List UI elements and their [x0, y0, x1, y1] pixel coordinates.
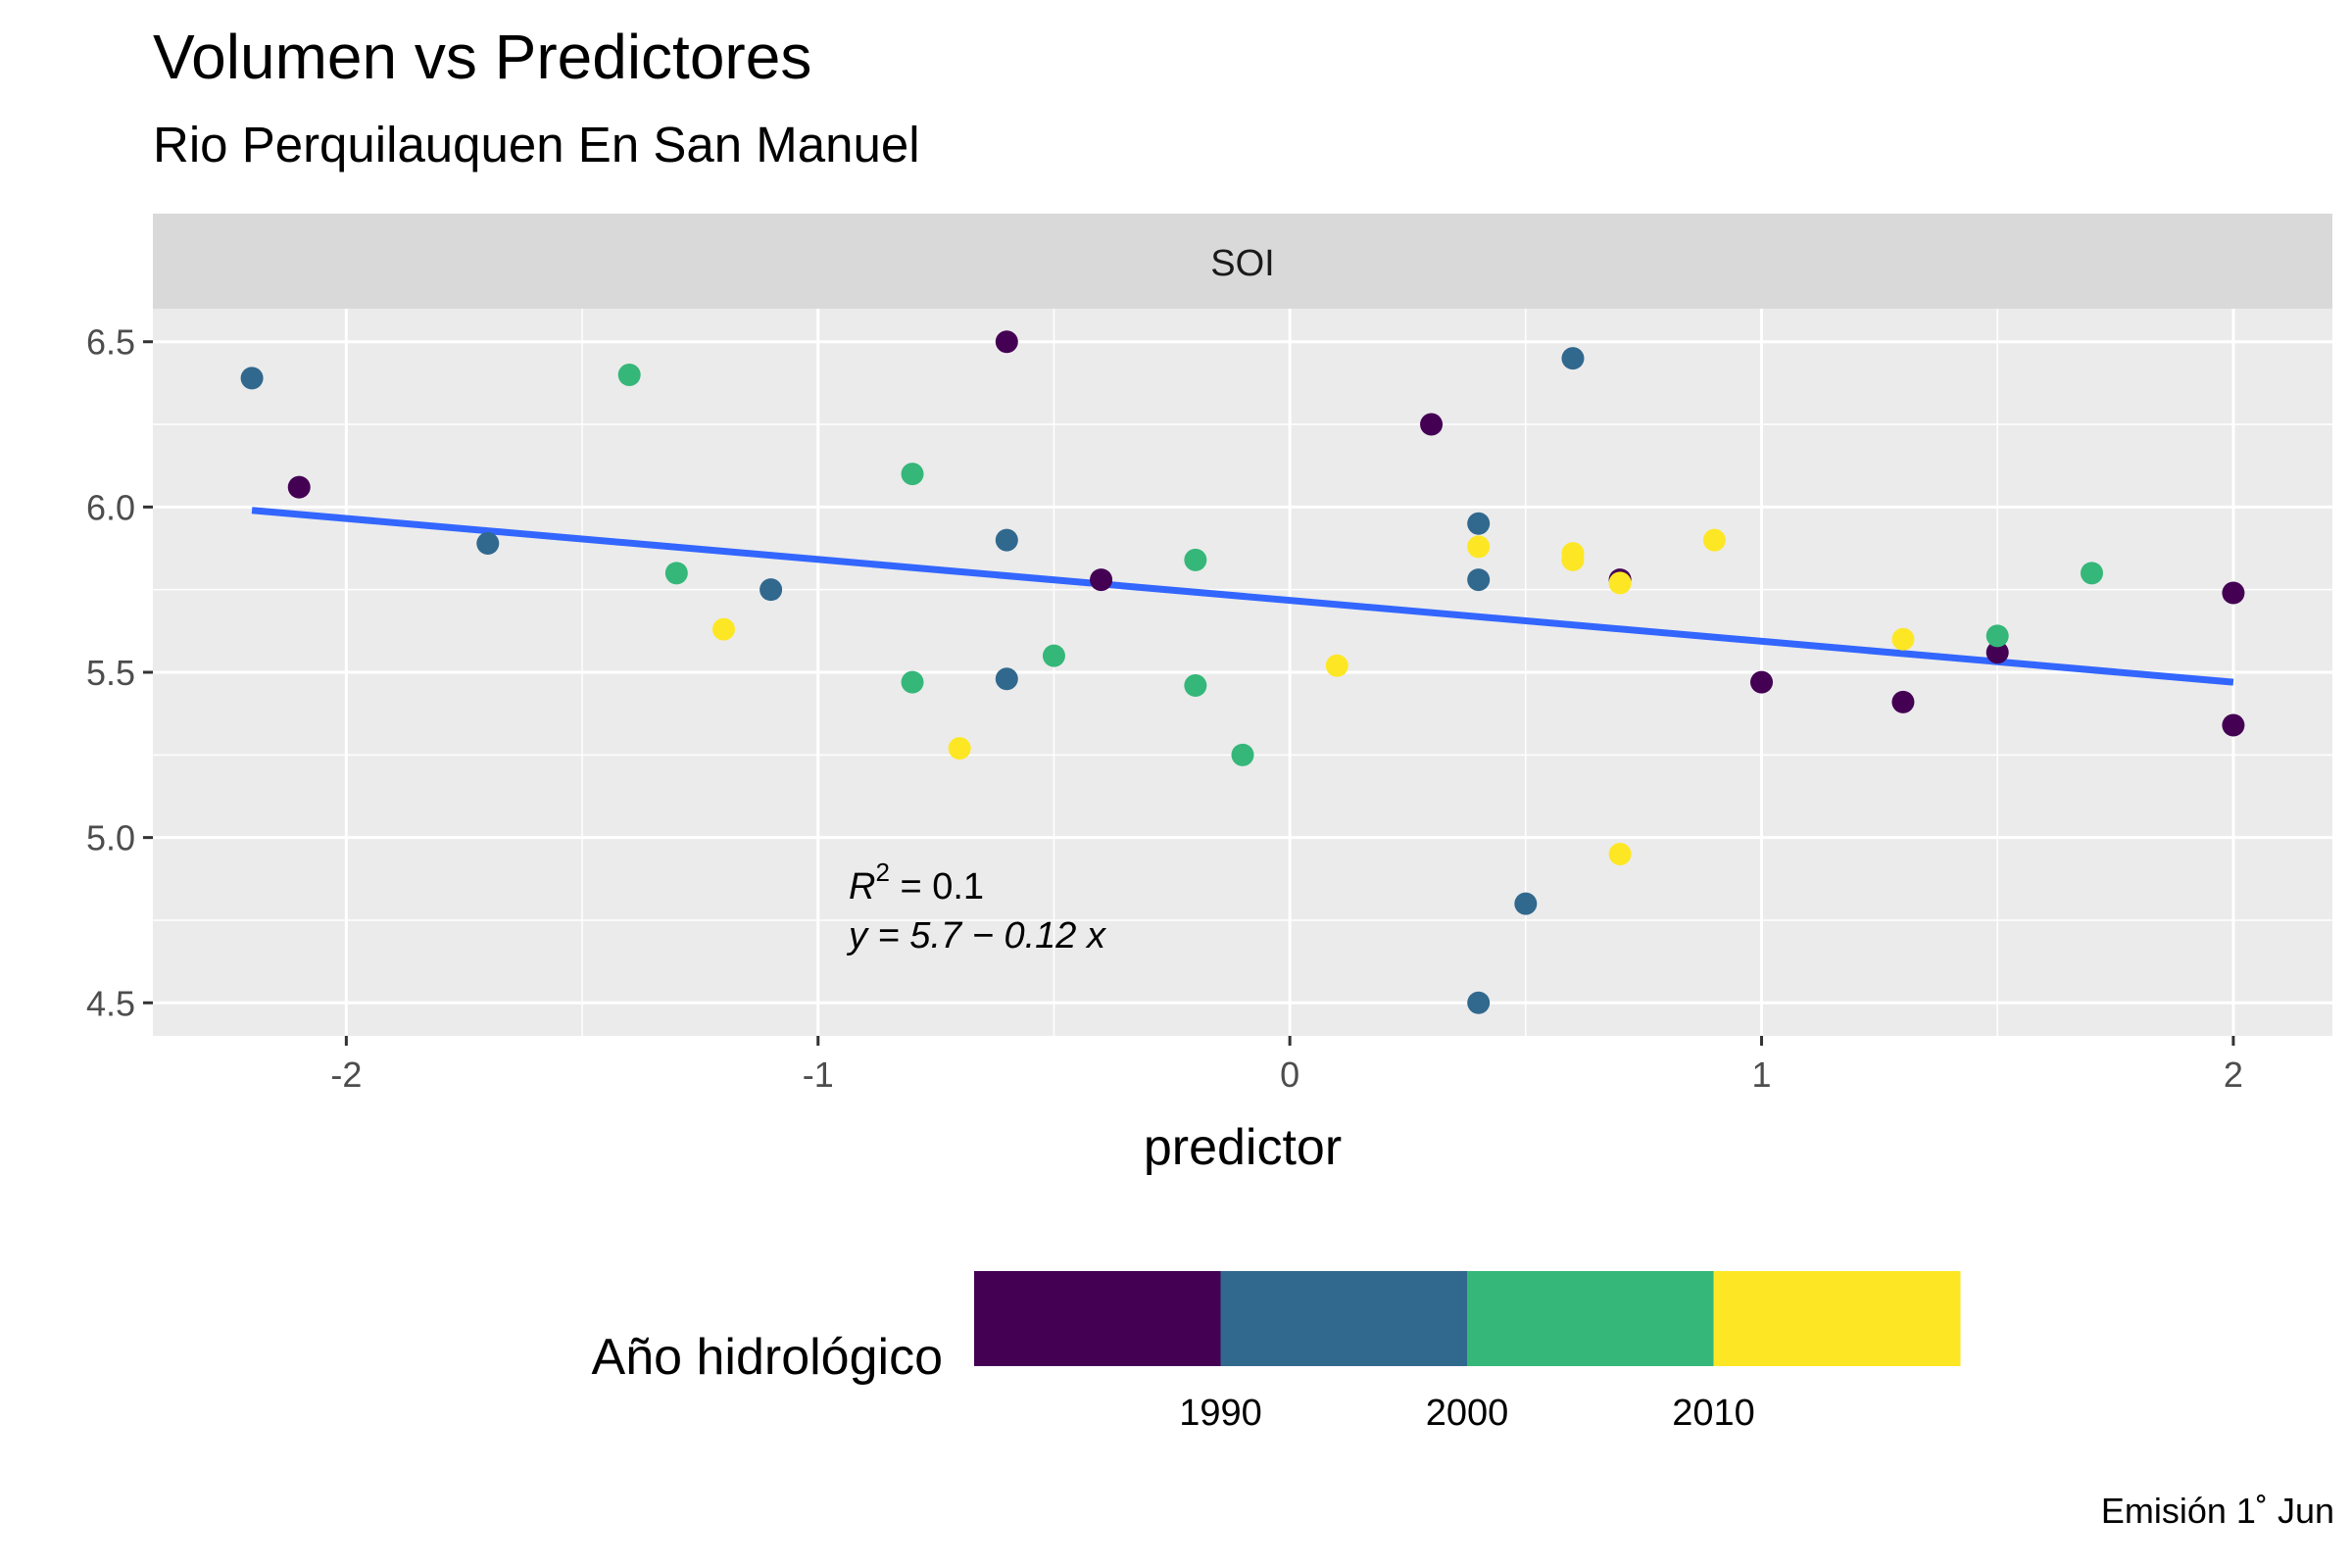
- legend-color-segment: [1220, 1271, 1468, 1366]
- y-tick-label: 5.0: [86, 818, 135, 858]
- legend-color-segment: [1713, 1271, 1961, 1366]
- legend-color-segment: [1467, 1271, 1714, 1366]
- data-points: [240, 330, 2245, 1014]
- equation-label: y = 5.7 − 0.12 x: [846, 915, 1107, 956]
- data-point: [1420, 413, 1444, 436]
- legend-title: Año hidrológico: [592, 1329, 943, 1386]
- regression-line-group: [251, 507, 2234, 686]
- data-point: [1561, 347, 1585, 370]
- data-point: [995, 528, 1018, 552]
- data-point: [760, 578, 783, 602]
- x-axis-title: predictor: [1144, 1119, 1342, 1176]
- data-point: [1891, 627, 1915, 651]
- data-point: [1231, 743, 1254, 766]
- data-point: [901, 463, 924, 486]
- regression-line: [251, 507, 2234, 686]
- color-legend: Año hidrológico 1990 2000 2010: [592, 1271, 1961, 1434]
- chart-title: Volumen vs Predictores: [153, 22, 812, 92]
- data-point: [1750, 670, 1774, 694]
- y-axis: 4.5 5.0 5.5 6.0 6.5: [86, 322, 153, 1023]
- data-point: [995, 330, 1018, 354]
- data-point: [1561, 548, 1585, 571]
- legend-labels: 1990 2000 2010: [1179, 1393, 1755, 1434]
- facet-label: SOI: [1210, 243, 1274, 284]
- data-point: [1184, 548, 1207, 571]
- major-grid: [153, 309, 2332, 1036]
- data-point: [711, 617, 735, 641]
- data-point: [1042, 644, 1065, 667]
- data-point: [1325, 654, 1348, 677]
- data-point: [476, 531, 500, 555]
- data-point: [1467, 991, 1491, 1014]
- data-point: [1702, 528, 1726, 552]
- chart-subtitle: Rio Perquilauquen En San Manuel: [153, 117, 920, 172]
- data-point: [2222, 581, 2245, 605]
- data-point: [948, 737, 971, 760]
- data-point: [995, 667, 1018, 691]
- data-point: [1985, 624, 2009, 648]
- legend-label: 2000: [1426, 1393, 1509, 1434]
- x-tick-label: 1: [1752, 1054, 1772, 1095]
- facet-strip: [153, 214, 2332, 309]
- y-tick-label: 6.5: [86, 322, 135, 363]
- x-tick-label: 0: [1280, 1054, 1299, 1095]
- r-squared-value: = 0.1: [890, 866, 984, 907]
- data-point: [287, 475, 311, 499]
- y-tick-label: 5.5: [86, 653, 135, 693]
- y-tick-label: 6.0: [86, 487, 135, 527]
- y-tick-label: 4.5: [86, 983, 135, 1023]
- data-point: [1608, 571, 1632, 595]
- data-point: [664, 562, 688, 585]
- data-point: [901, 670, 924, 694]
- chart-caption: Emisión 1˚ Jun: [2100, 1491, 2334, 1531]
- data-point: [1608, 843, 1632, 865]
- data-point: [1891, 690, 1915, 713]
- x-tick-label: 2: [2224, 1054, 2243, 1095]
- data-point: [1467, 512, 1491, 535]
- data-point: [617, 363, 641, 386]
- data-point: [1467, 568, 1491, 592]
- x-tick-label: -1: [803, 1054, 834, 1095]
- data-point: [2222, 713, 2245, 737]
- legend-color-segment: [974, 1271, 1221, 1366]
- data-point: [1985, 641, 2009, 664]
- legend-label: 1990: [1179, 1393, 1262, 1434]
- r-squared-label: R2 = 0.1: [849, 858, 984, 907]
- fit-annotation: R2 = 0.1 y = 5.7 − 0.12 x: [846, 858, 1107, 956]
- data-point: [240, 367, 264, 390]
- data-point: [1184, 673, 1207, 697]
- x-tick-label: -2: [330, 1054, 362, 1095]
- x-axis: -2 -1 0 1 2: [330, 1036, 2243, 1095]
- data-point: [1090, 568, 1113, 592]
- legend-label: 2010: [1672, 1393, 1755, 1434]
- data-point: [1514, 892, 1538, 915]
- data-point: [1467, 535, 1491, 559]
- data-point: [2080, 562, 2103, 585]
- legend-colorbar: [974, 1271, 1961, 1366]
